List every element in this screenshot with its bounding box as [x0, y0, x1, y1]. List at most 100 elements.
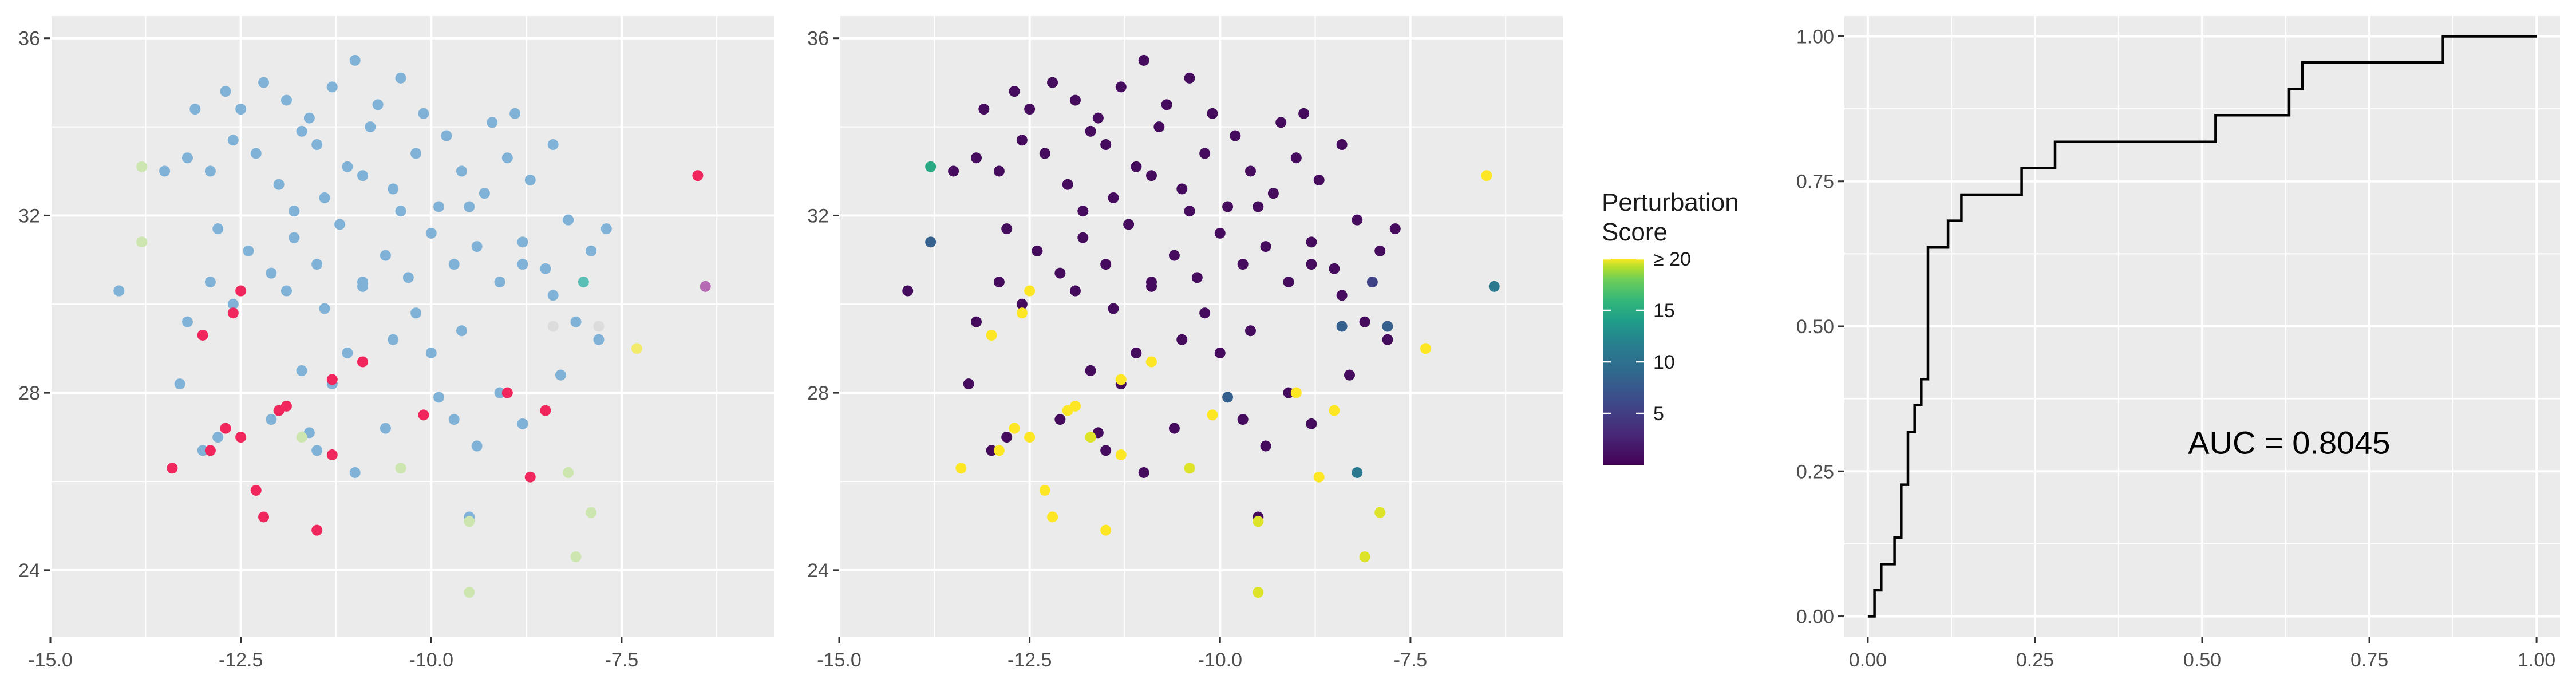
y-tick-label: 28	[18, 382, 40, 404]
scatter-point	[1336, 321, 1348, 332]
scatter-point	[1329, 263, 1340, 274]
scatter-point	[425, 347, 437, 358]
scatter-point	[1092, 112, 1104, 124]
scatter-point	[1153, 121, 1165, 133]
scatter-point	[136, 236, 148, 248]
scatter-point	[395, 206, 406, 217]
scatter-point	[388, 183, 399, 195]
scatter-point	[1184, 463, 1195, 474]
scatter-point	[1001, 432, 1013, 443]
y-tick-label: 0.50	[1796, 316, 1834, 338]
scatter-point	[1306, 236, 1317, 248]
scatter-point	[464, 201, 475, 212]
scatter-point	[593, 321, 605, 332]
scatter-point	[1077, 206, 1089, 217]
scatter-point	[1069, 285, 1081, 297]
legend-ticks: ≥ 20 15 10 5	[1603, 248, 1691, 425]
scatter-point	[970, 316, 982, 327]
scatter-point	[319, 303, 330, 314]
gridlines-3	[1844, 16, 2560, 637]
scatter-point	[700, 281, 711, 292]
perturbation-score-legend: Perturbation Score ≥ 20 15 10 5	[1602, 188, 1739, 465]
scatter-point	[319, 192, 330, 203]
scatter-point	[1024, 104, 1036, 115]
scatter-point	[380, 423, 391, 434]
scatter-point	[986, 329, 997, 341]
scatter-point	[1207, 409, 1218, 421]
plot-panel-2	[839, 16, 1563, 637]
scatter-point	[1420, 343, 1432, 354]
scatter-point	[1230, 130, 1241, 141]
scatter-point	[517, 418, 528, 429]
x-tick-label: -7.5	[1394, 649, 1428, 671]
scatter-point	[970, 152, 982, 164]
scatter-point	[1290, 152, 1302, 164]
roc-curve-line	[1867, 35, 2537, 618]
y-tick-label: 36	[807, 28, 829, 50]
legend-tick-label: 15	[1653, 300, 1675, 322]
scatter-point	[357, 356, 369, 368]
x-tick-label: -12.5	[1008, 649, 1052, 671]
scatter-point	[1146, 277, 1157, 288]
scatter-point	[388, 334, 399, 345]
scatter-point	[289, 206, 300, 217]
scatter-point	[250, 484, 262, 496]
scatter-point	[1267, 188, 1279, 199]
y-tick-label: 24	[18, 560, 40, 582]
scatter-point	[1039, 484, 1050, 496]
scatter-point	[547, 321, 559, 332]
x-tick-label: -10.0	[409, 649, 454, 671]
scatter-point	[349, 54, 361, 66]
scatter-point	[1313, 174, 1325, 185]
scatter-point	[273, 179, 285, 190]
scatter-point	[197, 445, 208, 456]
scatter-point	[311, 445, 323, 456]
scatter-point	[1253, 201, 1264, 212]
scatter-point	[1336, 139, 1348, 151]
scatter-point	[311, 259, 323, 270]
scatter-point	[418, 108, 429, 119]
scatter-point	[1115, 449, 1127, 461]
scatter-point	[395, 72, 406, 84]
legend-title-line-2: Score	[1602, 218, 1668, 246]
x-tick-label: -7.5	[605, 649, 639, 671]
x-tick-label: -12.5	[219, 649, 263, 671]
scatter-point	[1168, 423, 1180, 434]
scatter-point	[1214, 227, 1226, 239]
scatter-point	[1352, 467, 1363, 479]
scatter-point	[113, 285, 125, 297]
scatter-point	[349, 467, 361, 479]
scatter-point	[266, 267, 277, 279]
scatter-point	[235, 285, 247, 297]
scatter-point	[1123, 219, 1135, 230]
scatter-point	[1253, 587, 1264, 598]
scatter-point	[1131, 161, 1142, 172]
scatter-point	[136, 161, 148, 172]
scatter-point	[433, 201, 445, 212]
scatter-point	[1306, 418, 1317, 429]
scatter-point	[578, 277, 589, 288]
scatter-point	[517, 259, 528, 270]
scatter-point	[1062, 179, 1073, 190]
scatter-point	[1329, 405, 1340, 416]
scatter-point	[1207, 108, 1218, 119]
scatter-point	[993, 445, 1005, 456]
scatter-point	[547, 139, 559, 151]
scatter-point	[1108, 192, 1119, 203]
scatter-point	[365, 121, 376, 133]
scatter-point	[1306, 259, 1317, 270]
scatter-point	[1077, 232, 1089, 243]
points-2	[902, 54, 1500, 598]
scatter-point	[1253, 516, 1264, 527]
scatter-point	[357, 277, 369, 288]
scatter-point	[1146, 170, 1157, 181]
scatter-point	[1138, 467, 1149, 479]
scatter-point	[204, 165, 216, 177]
scatter-point	[948, 165, 959, 177]
scatter-point	[448, 259, 460, 270]
scatter-point	[570, 316, 582, 327]
x-tick-label: -10.0	[1198, 649, 1243, 671]
scatter-point	[1359, 551, 1370, 563]
scatter-point	[1024, 285, 1036, 297]
scatter-point	[227, 135, 239, 146]
